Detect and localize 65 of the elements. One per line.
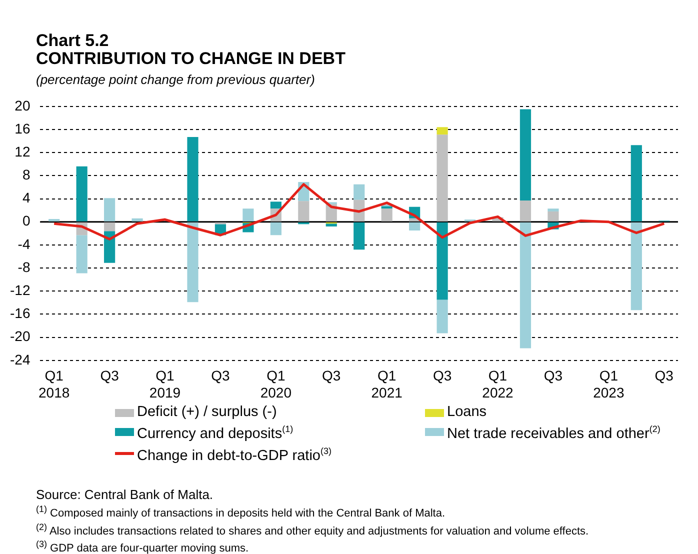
y-axis-title: (percentage point change from previous quarter) [36, 72, 315, 87]
y-tick-label: -8 [18, 258, 30, 275]
bar [354, 222, 365, 250]
bar [298, 201, 310, 222]
bar [548, 211, 559, 222]
y-tick-label: -4 [18, 236, 30, 252]
bar [548, 208, 559, 212]
y-tick-label: 0 [22, 212, 30, 229]
bar [520, 222, 532, 348]
text: $^{(2)}$ Also includes transactions related to shares and other equity and adjustments for valuation and volume effects. [36, 520, 589, 538]
bar [48, 218, 60, 222]
y-tick-label: -12 [10, 282, 30, 298]
x-tick-label: Q3 [322, 368, 341, 384]
bar [104, 198, 116, 222]
bar [187, 222, 198, 302]
bar [381, 208, 392, 222]
x-tick-label: Q1 2018 [38, 368, 70, 400]
x-tick-label: Q3 [211, 368, 230, 384]
text: $^{(1)}$ Composed mainly of transactions in deposits held with the Central Bank of Malta. [36, 503, 446, 521]
legend-label: Deficit (+) / surplus (-) [137, 404, 277, 421]
bar [436, 134, 448, 222]
legend-label: Net trade receivables and other$^{(2)}$ [447, 423, 660, 443]
bar [270, 222, 282, 236]
legend-label: Change in debt-to-GDP ratio$^{(3)}$ [137, 444, 332, 465]
x-tick-label: Q1 2022 [482, 368, 514, 400]
y-tick-label: -16 [10, 305, 30, 322]
bar [436, 300, 448, 334]
x-tick-label: Q3 [544, 368, 563, 384]
bar [630, 145, 642, 222]
y-tick-label: 4 [22, 190, 30, 206]
y-tick-label: 20 [14, 97, 30, 114]
y-tick-label: 16 [14, 120, 30, 136]
bar [354, 184, 365, 200]
bar [76, 166, 88, 222]
bar [76, 235, 88, 274]
bar [520, 200, 532, 222]
bar [409, 222, 420, 231]
x-tick-label: Q1 2019 [149, 368, 181, 400]
x-tick-label: Q3 [432, 368, 452, 384]
y-tick-label: 8 [22, 166, 30, 183]
y-tick-label: -24 [10, 351, 30, 368]
bar [132, 218, 143, 222]
bar [630, 222, 642, 310]
x-tick-label: Q1 2021 [371, 368, 403, 400]
x-tick-label: Q3 [654, 368, 674, 384]
bar [242, 208, 254, 222]
bar [436, 127, 448, 135]
x-tick-label: Q3 [100, 368, 120, 384]
x-tick-label: Q1 2023 [593, 368, 624, 400]
bar [270, 202, 282, 209]
source-note: Source: Central Bank of Malta. [36, 487, 214, 503]
bar [436, 222, 448, 300]
legend-label: Loans [447, 404, 487, 421]
x-tick-label: Q1 2020 [260, 368, 292, 400]
y-tick-label: 12 [14, 143, 30, 160]
bar [520, 109, 532, 200]
chart-subtitle: CONTRIBUTION TO CHANGE IN DEBT [36, 49, 346, 68]
chart-title: Chart 5.2 [36, 31, 109, 50]
text: $^{(3)}$ GDP data are four-quarter moving sums. [36, 538, 250, 554]
bar [104, 231, 116, 263]
bar [326, 224, 337, 226]
y-tick-label: -20 [10, 328, 30, 344]
legend-label: Currency and deposits$^{(1)}$ [137, 423, 294, 443]
bar [187, 136, 198, 222]
bar [104, 222, 116, 232]
